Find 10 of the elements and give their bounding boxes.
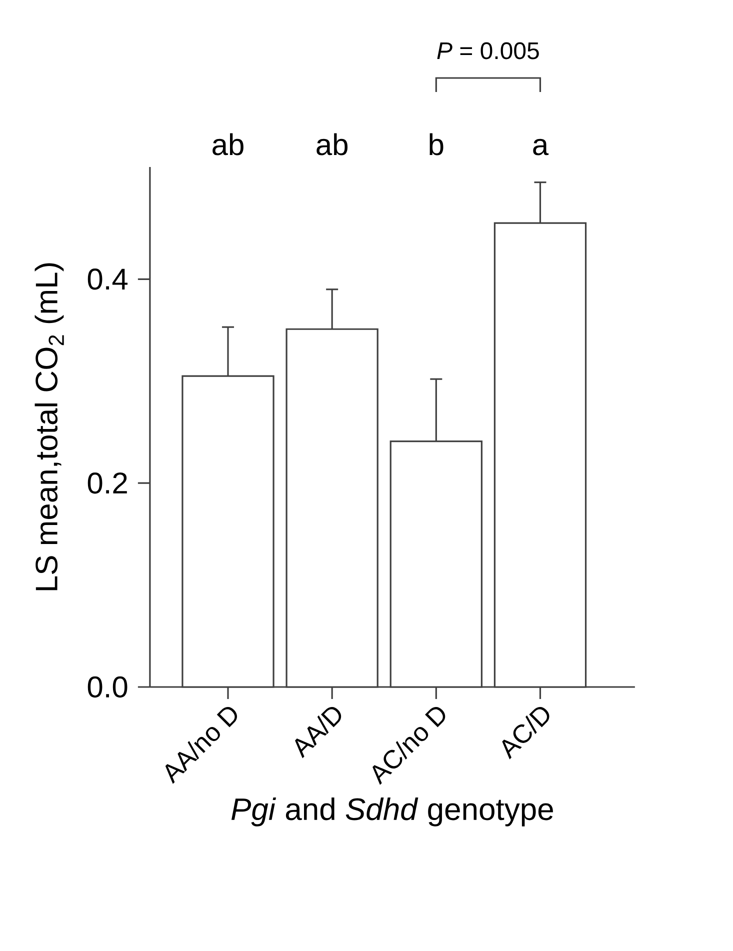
y-tick-label: 0.2 [88, 472, 127, 494]
text: a [533, 138, 549, 156]
text: ab [316, 133, 348, 156]
y-axis-title: LS mean,total CO$_{2}$ (mL) [34, 263, 64, 590]
y-tick-label: 0.0 [88, 676, 128, 698]
y-tick-label: 0.4 [88, 268, 128, 290]
text: P = 0.005 [437, 42, 539, 60]
text: b [430, 133, 444, 156]
text: ab [212, 133, 244, 156]
x-axis-title: Pgi and Sdhd genotype [231, 797, 553, 826]
